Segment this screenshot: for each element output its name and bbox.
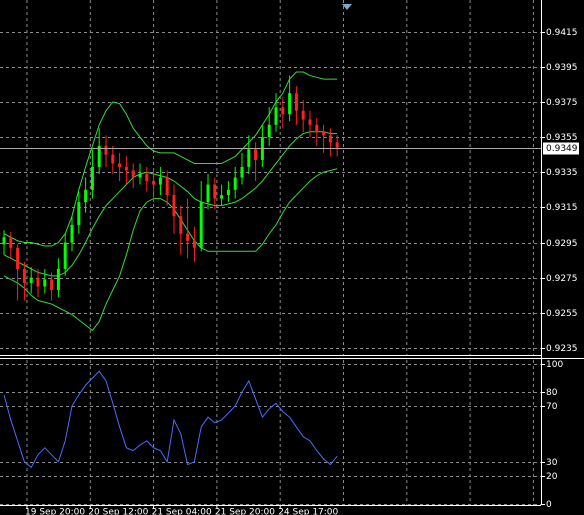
candle-body bbox=[240, 166, 244, 178]
candle-body bbox=[301, 110, 305, 120]
candle-body bbox=[335, 142, 339, 148]
y-tick-label: 20 bbox=[546, 472, 558, 482]
candle-body bbox=[43, 279, 47, 287]
y-tick-label: 0.9395 bbox=[546, 63, 578, 73]
bollinger-band bbox=[3, 131, 338, 277]
candle-body bbox=[118, 163, 122, 167]
x-tick-label: 20 Sep 12:00 bbox=[88, 508, 148, 515]
candle-body bbox=[111, 154, 115, 164]
candle-body bbox=[247, 149, 251, 167]
y-tick-label: 0.9335 bbox=[546, 168, 578, 178]
candle-body bbox=[199, 202, 203, 248]
y-tick-label: 0 bbox=[546, 500, 552, 510]
y-tick-label: 0.9295 bbox=[546, 239, 578, 249]
bollinger-band bbox=[3, 168, 338, 332]
candle-body bbox=[186, 233, 190, 241]
bollinger-band bbox=[3, 71, 338, 247]
candle-body bbox=[192, 240, 196, 248]
candle-body bbox=[9, 237, 13, 248]
indicator-line bbox=[3, 370, 338, 469]
candle-body bbox=[158, 177, 162, 185]
candle-body bbox=[165, 177, 169, 196]
candle-body bbox=[233, 177, 237, 190]
candle-body bbox=[90, 166, 94, 190]
candle-body bbox=[29, 277, 33, 283]
y-tick-label: 0.9255 bbox=[546, 309, 578, 319]
y-tick-label: 0.9275 bbox=[546, 274, 578, 284]
x-tick-label: 24 Sep 17:00 bbox=[278, 508, 338, 515]
y-tick-label: 100 bbox=[546, 360, 563, 370]
candle-body bbox=[274, 107, 278, 125]
x-tick-label: 19 Sep 20:00 bbox=[25, 508, 85, 515]
candle-body bbox=[131, 170, 135, 178]
candle-body bbox=[267, 124, 271, 138]
candle-body bbox=[294, 93, 298, 111]
shift-marker bbox=[342, 4, 352, 10]
candle-body bbox=[145, 173, 149, 182]
last-price-box bbox=[543, 142, 579, 155]
candle-body bbox=[138, 173, 142, 178]
y-tick-label: 0.9375 bbox=[546, 98, 578, 108]
candle-body bbox=[124, 166, 128, 171]
y-tick-label: 80 bbox=[546, 388, 558, 398]
candle-body bbox=[322, 131, 326, 136]
y-tick-label: 30 bbox=[546, 458, 558, 468]
candle-body bbox=[328, 135, 332, 143]
candle-body bbox=[226, 189, 230, 196]
candle-body bbox=[63, 242, 67, 269]
candle-body bbox=[152, 181, 156, 185]
candle-body bbox=[77, 202, 81, 225]
last-price-label: 0.9349 bbox=[546, 144, 578, 154]
candle-body bbox=[104, 145, 108, 155]
y-tick-label: 0.9235 bbox=[546, 344, 578, 354]
candle-body bbox=[50, 279, 54, 290]
candle-body bbox=[22, 268, 26, 283]
candle-body bbox=[84, 189, 88, 203]
candle-body bbox=[70, 224, 74, 243]
candle-body bbox=[206, 184, 210, 203]
candle-body bbox=[213, 184, 217, 199]
candle-body bbox=[308, 119, 312, 125]
y-tick-label: 0.9315 bbox=[546, 203, 578, 213]
x-tick-label: 21 Sep 20:00 bbox=[215, 508, 275, 515]
candle-body bbox=[220, 195, 224, 199]
x-tick-label: 21 Sep 04:00 bbox=[152, 508, 212, 515]
y-tick-label: 0.9355 bbox=[546, 133, 578, 143]
candle-body bbox=[172, 195, 176, 217]
candle-body bbox=[288, 93, 292, 115]
candle-body bbox=[179, 216, 183, 234]
candle-body bbox=[36, 277, 40, 287]
candle-body bbox=[281, 107, 285, 115]
candle-body bbox=[16, 247, 20, 269]
candle-body bbox=[315, 124, 319, 132]
y-tick-label: 70 bbox=[546, 402, 558, 412]
candle-body bbox=[97, 145, 101, 167]
candle-body bbox=[2, 237, 6, 245]
y-tick-label: 0.9415 bbox=[546, 28, 578, 38]
candle-body bbox=[56, 268, 60, 290]
candle-body bbox=[254, 149, 258, 160]
